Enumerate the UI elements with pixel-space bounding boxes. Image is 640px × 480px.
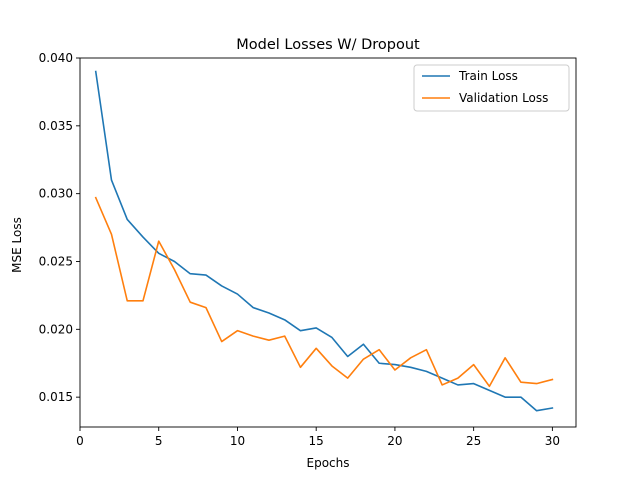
x-tick-label: 10 bbox=[230, 434, 245, 448]
legend-label: Validation Loss bbox=[459, 91, 548, 105]
chart-title: Model Losses W/ Dropout bbox=[236, 37, 420, 53]
y-tick-label: 0.030 bbox=[39, 187, 73, 201]
series-line-train-loss bbox=[94, 70, 554, 412]
y-tick-label: 0.025 bbox=[39, 254, 73, 268]
x-tick-label: 5 bbox=[155, 434, 163, 448]
y-axis-label: MSE Loss bbox=[10, 217, 24, 273]
y-tick-label: 0.015 bbox=[39, 390, 73, 404]
y-tick-label: 0.040 bbox=[39, 51, 73, 65]
y-tick-label: 0.035 bbox=[39, 119, 73, 133]
legend-label: Train Loss bbox=[458, 69, 518, 83]
plot-area: 0 5 10 15 20 25 30 0.015 0.020 0.025 0.030 0.035 0.0… bbox=[39, 51, 577, 448]
x-tick-label: 25 bbox=[466, 434, 481, 448]
x-tick-label: 30 bbox=[545, 434, 560, 448]
x-tick-label: 0 bbox=[76, 434, 84, 448]
x-tick-label: 20 bbox=[387, 434, 402, 448]
x-tick-label: 15 bbox=[309, 434, 324, 448]
plot-frame bbox=[79, 57, 577, 428]
legend-box bbox=[413, 64, 570, 112]
series-line-validation-loss bbox=[94, 196, 554, 388]
y-tick-label: 0.020 bbox=[39, 322, 73, 336]
x-axis-label: Epochs bbox=[307, 456, 350, 470]
